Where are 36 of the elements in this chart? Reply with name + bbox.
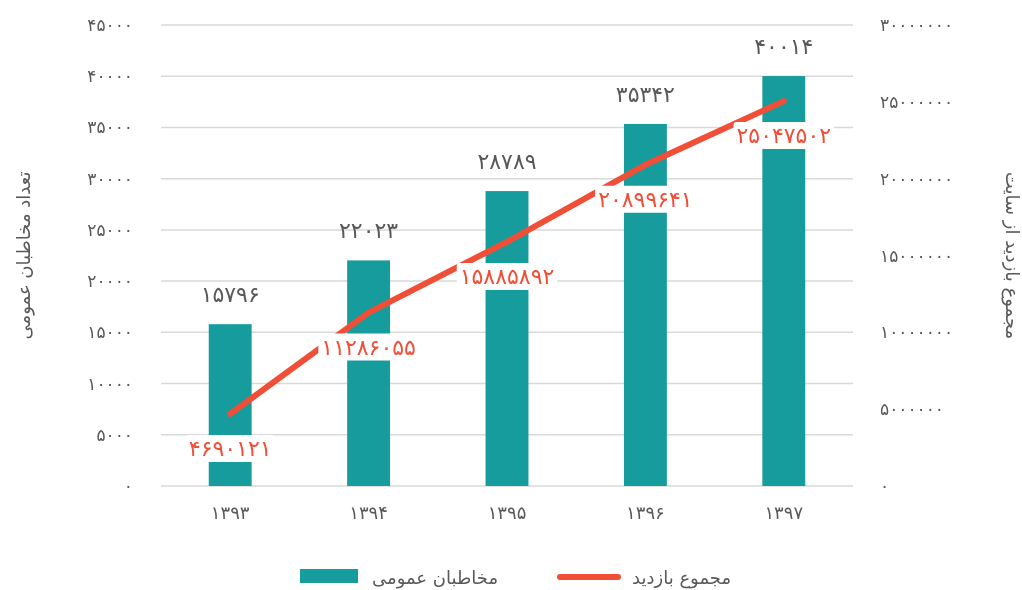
y-tick-label: ۱۰۰۰۰ <box>87 373 133 394</box>
y-axis-title: تعداد مخاطبان عمومی <box>13 171 35 340</box>
data-label: ۳۵۳۴۲ <box>615 81 675 107</box>
data-label: ۴۶۹۰۱۲۱ <box>188 435 272 461</box>
x-tick-label: ۱۳۹۵ <box>487 502 527 523</box>
legend-label: مخاطبان عمومی <box>372 567 499 589</box>
data-label: ۱۵۸۸۵۸۹۲ <box>459 263 555 289</box>
y-tick-label: ۰ <box>123 476 133 496</box>
x-tick-label: ۱۳۹۷ <box>764 502 804 523</box>
y2-tick-label: ۱۰۰۰۰۰۰۰ <box>880 322 954 343</box>
y-tick-label: ۴۵۰۰۰ <box>87 15 133 35</box>
y-tick-label: ۵۰۰۰ <box>96 424 133 445</box>
y-tick-label: ۲۵۰۰۰ <box>87 219 133 240</box>
y2-tick-label: ۵۰۰۰۰۰۰ <box>880 399 944 420</box>
y-tick-label: ۴۰۰۰۰ <box>87 66 133 87</box>
y-tick-label: ۲۰۰۰۰ <box>87 271 133 292</box>
data-label: ۲۰۸۹۹۶۴۱ <box>598 186 693 212</box>
data-label: ۴۰۰۱۴ <box>754 34 814 60</box>
legend-label: مجموع بازدید <box>632 567 732 589</box>
data-label: ۱۵۷۹۶ <box>200 282 260 308</box>
x-tick-label: ۱۳۹۴ <box>349 502 388 523</box>
data-label: ۲۲۰۲۳ <box>339 218 399 244</box>
y-tick-label: ۳۵۰۰۰ <box>87 117 133 138</box>
data-label: ۱۱۲۸۶۰۵۵ <box>321 334 416 360</box>
y2-tick-label: ۱۵۰۰۰۰۰۰ <box>880 245 954 266</box>
data-label: ۲۵۰۴۷۵۰۲ <box>736 123 832 149</box>
y2-tick-label: ۰ <box>880 476 890 496</box>
y2-axis-title: مجموع بازدید از سایت <box>1001 171 1022 340</box>
y-tick-label: ۳۰۰۰۰ <box>87 168 133 189</box>
y2-tick-label: ۳۰۰۰۰۰۰۰ <box>880 15 954 35</box>
x-tick-label: ۱۳۹۳ <box>210 502 250 523</box>
y2-tick-label: ۲۰۰۰۰۰۰۰ <box>880 168 954 189</box>
y2-tick-label: ۲۵۰۰۰۰۰۰ <box>880 91 954 112</box>
x-tick-label: ۱۳۹۶ <box>626 502 665 523</box>
data-label: ۲۸۷۸۹ <box>477 149 537 175</box>
y-tick-label: ۱۵۰۰۰ <box>87 322 133 343</box>
